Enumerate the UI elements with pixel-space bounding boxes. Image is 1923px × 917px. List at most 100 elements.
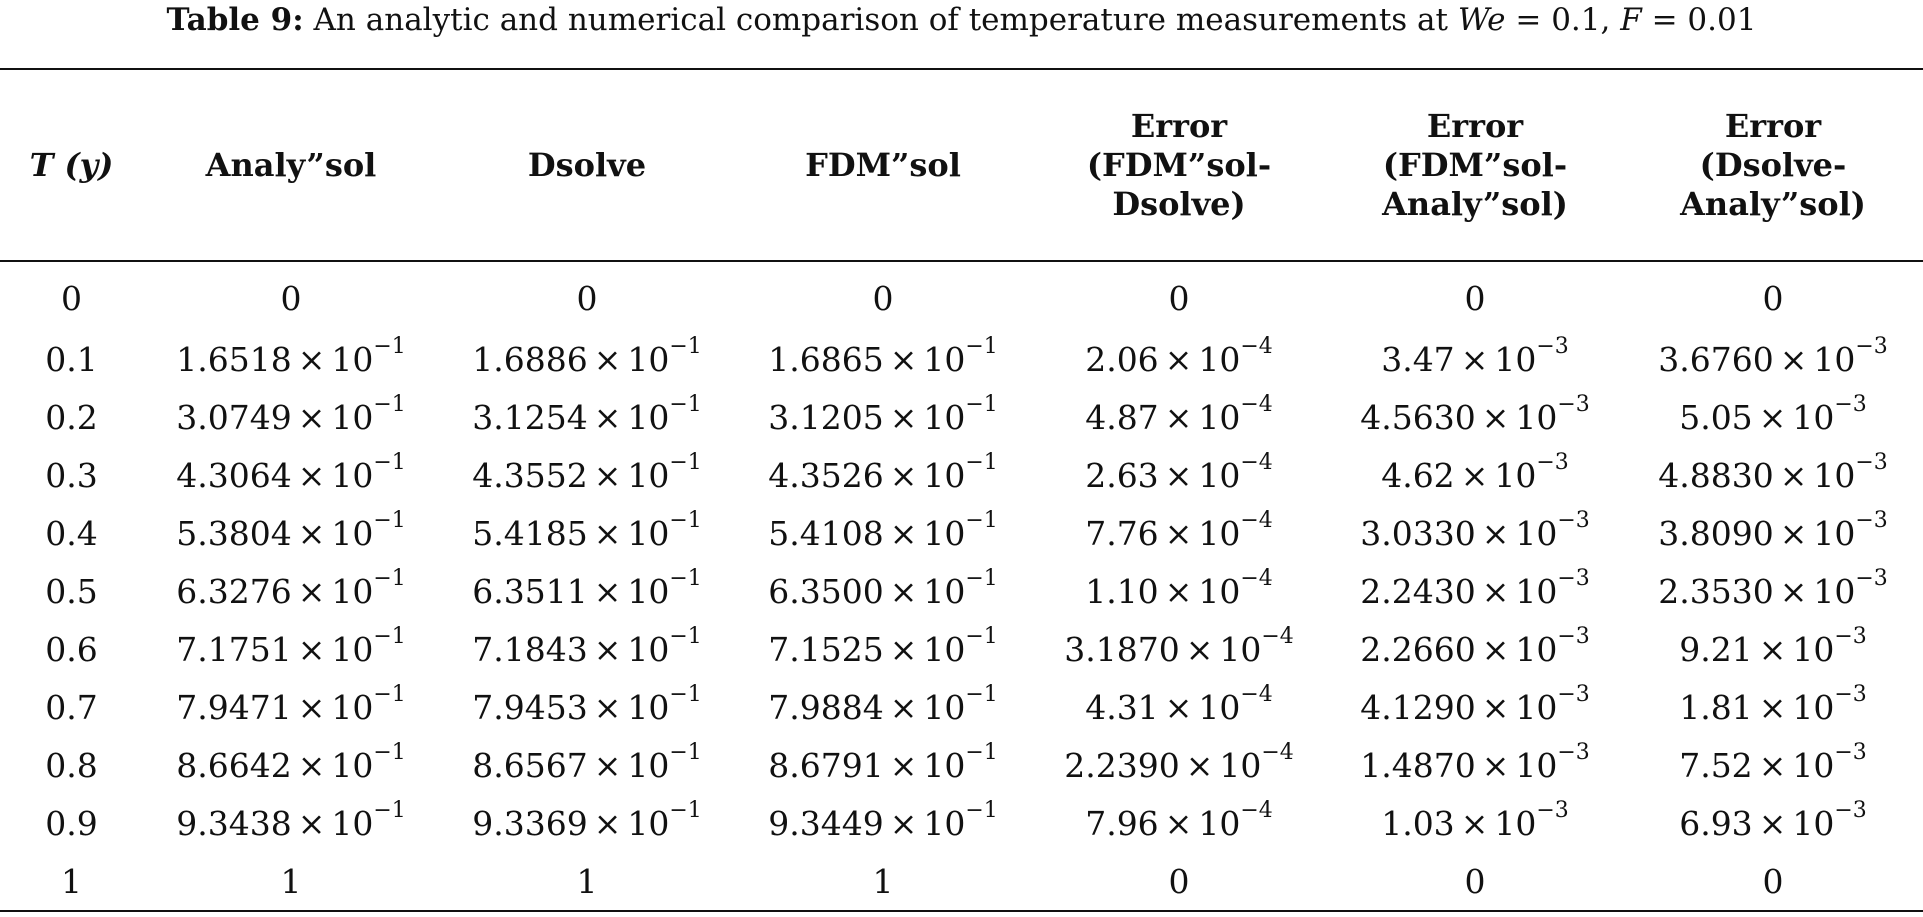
table-row: 0.3 4.3064 × 10−1 4.3552 × 10−1 4.3526 × 10−1 2.63… [0, 446, 1923, 504]
caption-var-f: F [1620, 2, 1642, 38]
cell-dsolve: 5.4185 × 10−1 [472, 507, 702, 553]
cell-y: 0.9 [45, 803, 98, 843]
cell-error-fdm-dsolve: 1.10 × 10−4 [1085, 565, 1273, 611]
cell-error-fdm-analytic: 3.47 × 10−3 [1381, 333, 1569, 379]
table-row: 0.8 8.6642 × 10−1 8.6567 × 10−1 8.6791 × 10−1 2.23… [0, 736, 1923, 794]
column-header: FDM”sol [805, 145, 961, 184]
cell-fdm: 3.1205 × 10−1 [768, 391, 998, 437]
cell-y: 0.8 [45, 745, 98, 785]
cell-error-fdm-dsolve: 4.31 × 10−4 [1085, 681, 1273, 727]
cell-y: 1 [61, 861, 82, 901]
table-row: 0 0 0 0 0 0 0 [0, 261, 1923, 330]
table-row: 0.5 6.3276 × 10−1 6.3511 × 10−1 6.3500 × 10−1 1.10… [0, 562, 1923, 620]
column-header: Analy”sol [205, 145, 377, 184]
comparison-table: T (y) Analy”sol Dsolve FDM”sol Error (FD… [0, 68, 1923, 912]
cell-analytic: 7.9471 × 10−1 [176, 681, 406, 727]
cell-analytic: 5.3804 × 10−1 [176, 507, 406, 553]
column-header: Error (FDM”sol- Analy”sol) [1382, 106, 1568, 223]
cell-error-fdm-dsolve: 2.06 × 10−4 [1085, 333, 1273, 379]
cell-fdm: 1.6865 × 10−1 [768, 333, 998, 379]
cell-error-dsolve-analytic: 3.6760 × 10−3 [1658, 333, 1888, 379]
cell-analytic: 3.0749 × 10−1 [176, 391, 406, 437]
cell-dsolve: 4.3552 × 10−1 [472, 449, 702, 495]
cell-dsolve: 6.3511 × 10−1 [472, 565, 702, 611]
cell-fdm: 4.3526 × 10−1 [768, 449, 998, 495]
cell-dsolve: 3.1254 × 10−1 [472, 391, 702, 437]
cell-y: 0.4 [45, 513, 98, 553]
cell-error-dsolve-analytic: 9.21 × 10−3 [1679, 623, 1867, 669]
caption-eq-f: = 0.01 [1641, 2, 1757, 38]
cell-analytic: 1.6518 × 10−1 [176, 333, 406, 379]
cell-error-fdm-dsolve: 0 [1168, 861, 1190, 901]
cell-error-fdm-dsolve: 4.87 × 10−4 [1085, 391, 1273, 437]
cell-error-dsolve-analytic: 3.8090 × 10−3 [1658, 507, 1888, 553]
cell-y: 0.3 [45, 455, 98, 495]
table-row: 0.4 5.3804 × 10−1 5.4185 × 10−1 5.4108 × 10−1 7.76… [0, 504, 1923, 562]
cell-error-dsolve-analytic: 0 [1762, 278, 1784, 318]
cell-y: 0.5 [45, 571, 98, 611]
cell-y: 0.6 [45, 629, 98, 669]
cell-error-fdm-analytic: 4.62 × 10−3 [1381, 449, 1569, 495]
cell-dsolve: 9.3369 × 10−1 [472, 797, 702, 843]
cell-fdm: 1 [872, 861, 894, 901]
cell-error-fdm-dsolve: 2.63 × 10−4 [1085, 449, 1273, 495]
cell-error-dsolve-analytic: 2.3530 × 10−3 [1658, 565, 1888, 611]
cell-analytic: 9.3438 × 10−1 [176, 797, 406, 843]
table-row: 0.1 1.6518 × 10−1 1.6886 × 10−1 1.6865 × 10−1 2.06… [0, 330, 1923, 388]
table-row: 1 1 1 1 0 0 0 [0, 852, 1923, 911]
cell-error-dsolve-analytic: 0 [1762, 861, 1784, 901]
table-row: 0.2 3.0749 × 10−1 3.1254 × 10−1 3.1205 × 10−1 4.87… [0, 388, 1923, 446]
header-row: T (y) Analy”sol Dsolve FDM”sol Error (FD… [0, 69, 1923, 261]
cell-fdm: 6.3500 × 10−1 [768, 565, 998, 611]
cell-error-fdm-dsolve: 7.76 × 10−4 [1085, 507, 1273, 553]
cell-dsolve: 7.9453 × 10−1 [472, 681, 702, 727]
table-body: 0 0 0 0 0 0 0 0.1 1.6518 × 10−1 1.6886 × 10−1 1.6865 × 1… [0, 261, 1923, 911]
caption-var-we: We [1457, 2, 1506, 38]
column-header: T (y) [29, 145, 114, 184]
cell-error-fdm-analytic: 0 [1464, 861, 1486, 901]
cell-analytic: 6.3276 × 10−1 [176, 565, 406, 611]
cell-error-fdm-analytic: 4.1290 × 10−3 [1360, 681, 1590, 727]
cell-error-dsolve-analytic: 1.81 × 10−3 [1679, 681, 1867, 727]
cell-error-fdm-dsolve: 7.96 × 10−4 [1085, 797, 1273, 843]
cell-fdm: 8.6791 × 10−1 [768, 739, 998, 785]
cell-error-fdm-dsolve: 2.2390 × 10−4 [1064, 739, 1294, 785]
cell-y: 0 [61, 278, 82, 318]
caption-eq-we: = 0.1, [1505, 2, 1621, 38]
cell-y: 0.7 [45, 687, 98, 727]
cell-fdm: 9.3449 × 10−1 [768, 797, 998, 843]
table-row: 0.6 7.1751 × 10−1 7.1843 × 10−1 7.1525 × 10−1 3.18… [0, 620, 1923, 678]
cell-dsolve: 8.6567 × 10−1 [472, 739, 702, 785]
column-header: Error (FDM”sol- Dsolve) [1086, 106, 1272, 223]
column-header: Error (Dsolve- Analy”sol) [1680, 106, 1866, 223]
cell-analytic: 0 [280, 278, 302, 318]
cell-error-dsolve-analytic: 6.93 × 10−3 [1679, 797, 1867, 843]
cell-error-fdm-analytic: 4.5630 × 10−3 [1360, 391, 1590, 437]
cell-error-dsolve-analytic: 4.8830 × 10−3 [1658, 449, 1888, 495]
column-header: Dsolve [527, 145, 647, 184]
table-caption: Table 9: An analytic and numerical compa… [0, 0, 1923, 44]
cell-error-dsolve-analytic: 7.52 × 10−3 [1679, 739, 1867, 785]
caption-text: An analytic and numerical comparison of … [303, 2, 1458, 38]
cell-dsolve: 1 [576, 861, 598, 901]
cell-error-fdm-analytic: 3.0330 × 10−3 [1360, 507, 1590, 553]
cell-analytic: 7.1751 × 10−1 [176, 623, 406, 669]
cell-analytic: 4.3064 × 10−1 [176, 449, 406, 495]
cell-analytic: 1 [280, 861, 302, 901]
cell-dsolve: 1.6886 × 10−1 [472, 333, 702, 379]
cell-fdm: 5.4108 × 10−1 [768, 507, 998, 553]
cell-error-fdm-analytic: 1.03 × 10−3 [1381, 797, 1569, 843]
table-row: 0.7 7.9471 × 10−1 7.9453 × 10−1 7.9884 × 10−1 4.31… [0, 678, 1923, 736]
cell-fdm: 7.1525 × 10−1 [768, 623, 998, 669]
cell-dsolve: 7.1843 × 10−1 [472, 623, 702, 669]
cell-error-dsolve-analytic: 5.05 × 10−3 [1679, 391, 1867, 437]
cell-error-fdm-analytic: 1.4870 × 10−3 [1360, 739, 1590, 785]
cell-dsolve: 0 [576, 278, 598, 318]
cell-analytic: 8.6642 × 10−1 [176, 739, 406, 785]
cell-fdm: 7.9884 × 10−1 [768, 681, 998, 727]
cell-error-fdm-analytic: 0 [1464, 278, 1486, 318]
cell-error-fdm-analytic: 2.2660 × 10−3 [1360, 623, 1590, 669]
table-row: 0.9 9.3438 × 10−1 9.3369 × 10−1 9.3449 × 10−1 7.96… [0, 794, 1923, 852]
cell-y: 0.2 [45, 397, 98, 437]
cell-error-fdm-dsolve: 3.1870 × 10−4 [1064, 623, 1294, 669]
